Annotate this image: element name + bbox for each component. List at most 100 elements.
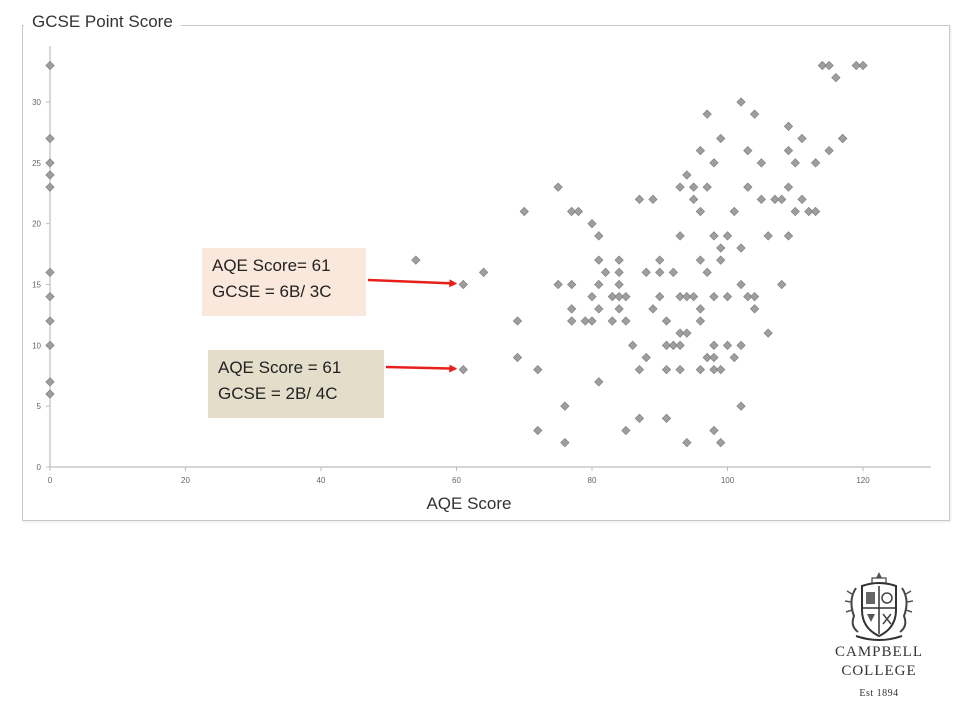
data-point: [716, 133, 726, 144]
data-point: [756, 158, 766, 168]
data-point: [695, 206, 706, 217]
data-point: [648, 194, 658, 204]
data-point: [831, 73, 841, 83]
data-point: [783, 146, 794, 156]
data-point: [45, 389, 55, 399]
logo-line-1: CAMPBELL: [834, 644, 923, 660]
data-point: [641, 352, 651, 363]
data-point: [695, 365, 706, 375]
scatter-plot: 0 20 40 60 80 100 120 0 5 10 15 20 25 30: [32, 46, 931, 485]
data-point: [709, 352, 719, 363]
campbell-college-crest: CAMPBELL COLLEGE Est 1894: [826, 570, 932, 710]
logo-line-2: COLLEGE: [841, 663, 917, 679]
data-point: [675, 231, 685, 241]
data-point: [824, 146, 834, 156]
data-point: [594, 377, 604, 387]
data-point: [736, 243, 746, 253]
data-point: [709, 231, 719, 241]
data-point: [553, 182, 563, 192]
data-point: [634, 413, 645, 423]
data-point: [722, 292, 733, 302]
annotation-upper-line1: AQE Score= 61: [212, 256, 331, 275]
data-point: [45, 267, 55, 277]
data-point: [709, 425, 719, 436]
data-point: [614, 267, 624, 277]
data-point: [824, 60, 834, 71]
data-point: [695, 146, 706, 156]
data-point: [587, 316, 597, 326]
crest-shield-icon: [844, 572, 914, 641]
annotation-box-upper: AQE Score= 61 GCSE = 6B/ 3C: [202, 248, 366, 316]
data-point: [709, 340, 719, 350]
data-point: [587, 219, 597, 229]
data-point: [600, 267, 611, 277]
data-point: [675, 340, 685, 350]
data-point: [587, 292, 597, 302]
data-point: [560, 401, 570, 411]
data-point: [810, 206, 821, 217]
data-point: [749, 292, 760, 302]
data-point: [594, 231, 604, 241]
data-point: [621, 292, 631, 302]
data-point: [45, 133, 55, 144]
data-point: [594, 279, 604, 290]
annotation-lower-line2: GCSE = 2B/ 4C: [218, 384, 338, 403]
data-point: [512, 352, 523, 363]
data-point: [695, 255, 706, 265]
data-point: [716, 243, 726, 253]
data-point: [790, 158, 800, 168]
data-point: [594, 255, 604, 265]
data-point: [783, 182, 794, 192]
data-point: [729, 352, 739, 363]
y-tick-label: 5: [37, 402, 42, 411]
data-point: [675, 328, 685, 338]
data-point: [797, 133, 807, 144]
annotation-box-lower: AQE Score = 61 GCSE = 2B/ 4C: [208, 350, 384, 418]
data-point: [851, 60, 861, 71]
data-point: [45, 60, 55, 71]
logo-established: Est 1894: [859, 688, 899, 699]
data-point: [661, 340, 672, 350]
x-tick-label: 20: [181, 476, 190, 485]
data-point: [743, 146, 753, 156]
data-point: [655, 255, 665, 265]
data-point: [45, 292, 55, 302]
data-point: [45, 158, 55, 168]
data-point: [458, 365, 468, 375]
data-point: [621, 316, 631, 326]
chart-title: GCSE Point Score: [24, 12, 181, 32]
data-point: [634, 365, 645, 375]
data-point: [709, 365, 719, 375]
data-point: [716, 255, 726, 265]
data-point: [722, 231, 733, 241]
data-point: [45, 170, 55, 180]
data-point: [770, 194, 780, 204]
data-point: [628, 340, 638, 350]
data-point: [777, 194, 787, 204]
data-point: [736, 97, 746, 107]
data-point: [45, 377, 55, 387]
data-point: [607, 292, 617, 302]
data-point: [634, 194, 645, 204]
data-point: [743, 292, 753, 302]
data-point: [668, 340, 678, 350]
data-point: [736, 340, 746, 350]
x-tick-label: 120: [856, 476, 870, 485]
data-point: [716, 365, 726, 375]
data-point: [783, 121, 794, 131]
data-point: [722, 340, 733, 350]
data-point: [729, 206, 739, 217]
data-point: [614, 304, 624, 314]
data-point: [567, 304, 577, 314]
data-point: [45, 316, 55, 326]
data-point: [668, 267, 678, 277]
data-point: [567, 279, 577, 290]
data-point: [777, 279, 787, 290]
data-point: [45, 182, 55, 192]
data-point: [702, 182, 712, 192]
data-point: [614, 292, 624, 302]
annotation-lower-line1: AQE Score = 61: [218, 358, 342, 377]
data-point: [533, 425, 543, 436]
y-tick-label: 15: [32, 281, 41, 290]
data-point: [804, 206, 814, 217]
